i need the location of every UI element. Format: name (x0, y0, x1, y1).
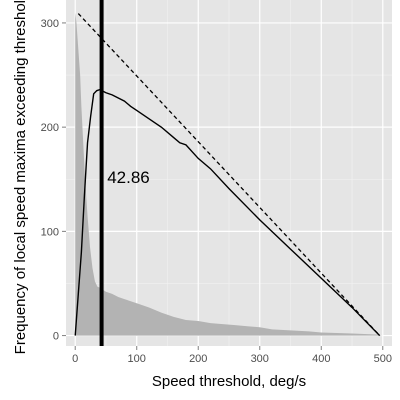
frequency-line (74, 88, 381, 337)
x-tick-label: 400 (312, 353, 330, 365)
x-tick-label: 200 (189, 353, 207, 365)
dashed-line (77, 13, 381, 337)
y-axis-ticks: 0 100 200 300 (41, 18, 66, 343)
density-area (75, 12, 383, 336)
x-axis-ticks: 0 100 200 300 400 500 (72, 346, 392, 365)
y-tick-label: 100 (41, 226, 59, 238)
threshold-annotation: 42.86 (107, 168, 150, 187)
y-tick-label: 300 (41, 18, 59, 30)
y-axis-title: Frequency of local speed maxima exceedin… (12, 0, 29, 354)
y-tick-label: 200 (41, 122, 59, 134)
x-tick-label: 300 (251, 353, 269, 365)
y-tick-label: 0 (53, 331, 59, 343)
x-tick-label: 0 (72, 353, 78, 365)
x-tick-label: 500 (374, 353, 392, 365)
x-axis-title: Speed threshold, deg/s (152, 373, 306, 390)
x-tick-label: 100 (128, 353, 146, 365)
